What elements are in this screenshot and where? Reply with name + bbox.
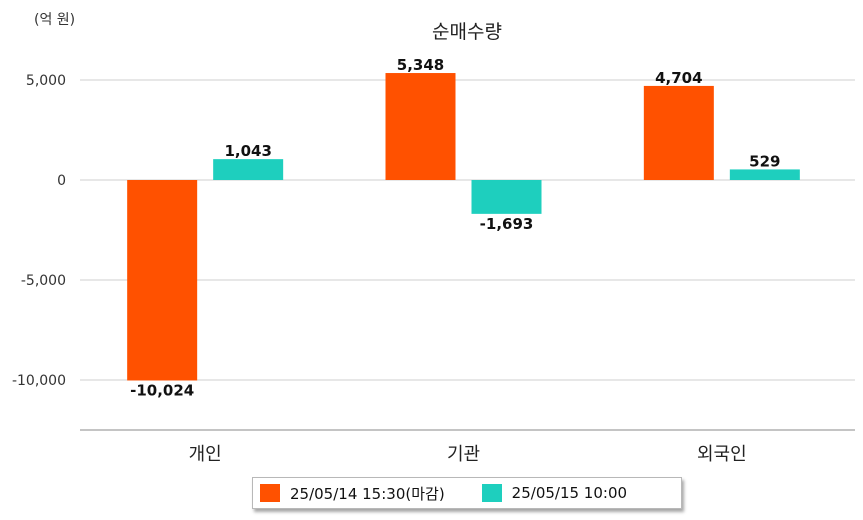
- data-label: 529: [749, 152, 780, 170]
- y-axis: 5,000 0 -5,000 -10,000: [12, 73, 66, 389]
- y-tick-label: 5,000: [26, 73, 66, 89]
- bar[interactable]: [385, 73, 456, 180]
- chart-title: 순매수량: [432, 21, 502, 43]
- x-tick-label: 외국인: [697, 444, 747, 465]
- bar[interactable]: [213, 159, 284, 180]
- legend-label-series-1: 25/05/14 15:30(마감): [290, 484, 445, 503]
- bar[interactable]: [471, 180, 542, 214]
- legend-label-series-2: 25/05/15 10:00: [511, 484, 628, 502]
- data-label: -10,024: [130, 381, 194, 399]
- unit-label: (억 원): [34, 12, 75, 28]
- legend-swatch-series-2: [481, 484, 502, 502]
- data-label: 4,704: [655, 69, 702, 87]
- x-tick-label: 기관: [447, 444, 480, 465]
- bar[interactable]: [127, 180, 198, 381]
- legend-item-series-2[interactable]: 25/05/15 10:00: [475, 484, 627, 502]
- y-tick-label: -10,000: [12, 373, 66, 389]
- bar[interactable]: [643, 85, 714, 180]
- y-tick-label: 0: [57, 173, 66, 189]
- bars: -10,024 1,043 5,348 -1,693 4,704 529: [127, 56, 800, 399]
- x-tick-label: 개인: [189, 444, 222, 465]
- data-label: -1,693: [480, 215, 534, 233]
- legend-item-series-1[interactable]: 25/05/14 15:30(마감): [253, 483, 445, 504]
- data-label: 5,348: [397, 56, 444, 74]
- bar[interactable]: [729, 169, 800, 180]
- legend: 25/05/14 15:30(마감) 25/05/15 10:00: [252, 477, 682, 509]
- x-axis: 개인 기관 외국인: [80, 429, 855, 465]
- data-label: 1,043: [224, 142, 271, 160]
- gridlines: [80, 79, 855, 381]
- y-tick-label: -5,000: [21, 273, 66, 289]
- legend-swatch-series-1: [260, 484, 280, 502]
